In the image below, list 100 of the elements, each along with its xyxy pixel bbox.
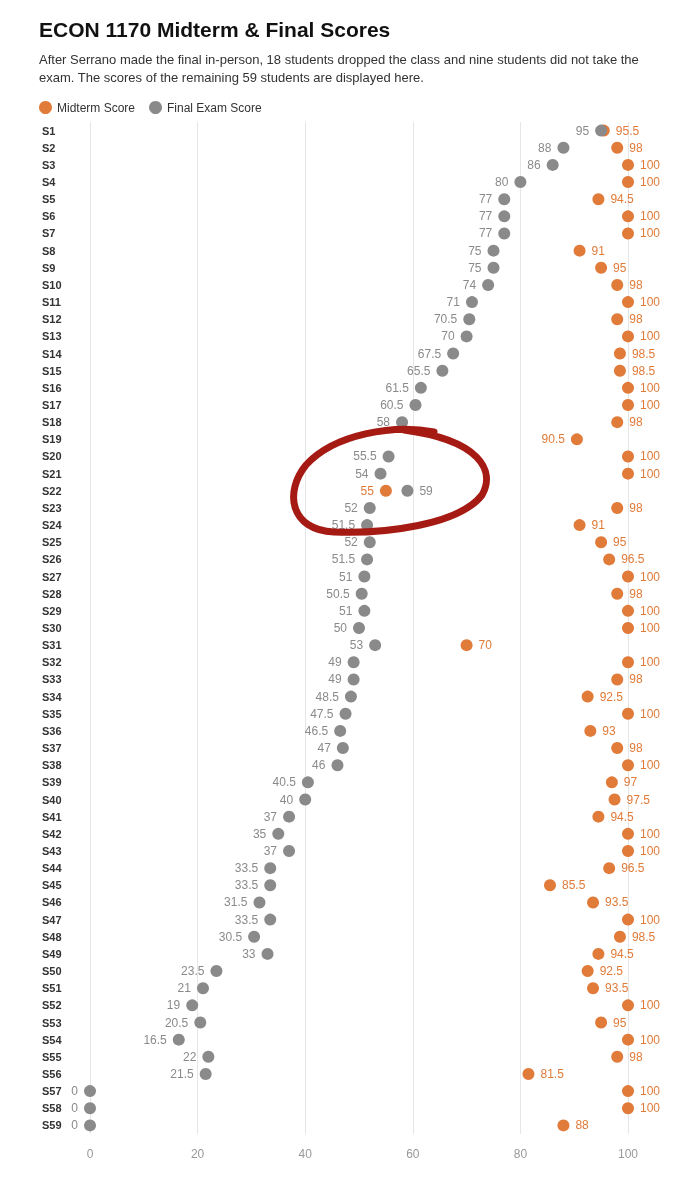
point (414, 381, 427, 394)
point (622, 1102, 634, 1115)
data-label: 100 (640, 1084, 661, 1099)
data-label: 98 (629, 741, 643, 756)
data-label: 70 (441, 329, 455, 344)
y-tick-label: S24 (42, 519, 63, 532)
chart-title: ECON 1170 Midterm & Final Scores (39, 18, 391, 41)
y-tick-label: S12 (42, 313, 62, 326)
point (603, 862, 616, 875)
point (409, 399, 422, 412)
y-tick-label: S35 (42, 707, 62, 720)
data-label: 95 (613, 260, 627, 275)
y-tick-label: S22 (42, 484, 62, 497)
point (84, 1119, 96, 1132)
point (622, 827, 634, 840)
point (573, 244, 586, 257)
y-tick-label: S5 (42, 193, 56, 206)
point (622, 844, 634, 857)
data-label: 71 (446, 295, 461, 310)
data-label: 90.5 (541, 432, 566, 447)
y-tick-label: S13 (42, 330, 62, 343)
y-tick-label: S34 (42, 690, 63, 703)
data-label: 100 (640, 912, 661, 927)
data-label: 80 (495, 175, 509, 190)
point (487, 261, 500, 274)
data-label: 47 (317, 741, 332, 756)
y-tick-label: S54 (42, 1033, 63, 1046)
point (253, 896, 266, 909)
data-label: 100 (640, 706, 661, 721)
point (331, 759, 344, 772)
point (611, 501, 624, 514)
data-label: 23.5 (181, 964, 205, 979)
data-label: 0 (71, 1101, 79, 1116)
point (460, 330, 473, 343)
x-tick-label: 100 (617, 1147, 639, 1161)
point (587, 982, 600, 995)
data-label: 100 (640, 175, 661, 190)
y-tick-label: S7 (42, 227, 56, 240)
y-tick-label: S49 (42, 947, 62, 960)
data-label: 98.5 (631, 363, 656, 378)
point (436, 364, 449, 377)
point (264, 913, 277, 926)
point (248, 930, 261, 943)
y-tick-label: S4 (42, 176, 57, 189)
y-tick-label: S2 (42, 141, 56, 154)
point (622, 759, 634, 772)
point (347, 656, 360, 669)
data-label: 77 (478, 226, 493, 241)
data-label: 98 (629, 500, 643, 515)
data-label: 52 (344, 535, 359, 550)
data-label: 93 (602, 723, 617, 738)
data-label: 92.5 (599, 964, 624, 979)
point (382, 450, 395, 463)
point (584, 724, 597, 737)
point (264, 879, 277, 892)
data-label: 47.5 (310, 706, 334, 721)
data-label: 70 (478, 638, 493, 653)
y-tick-label: S10 (42, 278, 62, 291)
y-tick-label: S26 (42, 553, 62, 566)
data-label: 100 (640, 826, 661, 841)
point (622, 399, 634, 412)
point (595, 1016, 608, 1029)
data-label: 70.5 (433, 312, 458, 327)
point (581, 690, 594, 703)
point (595, 536, 608, 549)
data-label: 97 (623, 775, 638, 790)
y-tick-label: S50 (42, 965, 62, 978)
y-tick-label: S59 (42, 1119, 62, 1132)
chart-subtitle: After Serrano made the final in-person, 18 students dropped the class and nine students did not take the exam. The scores of the remaining 59 students are displayed here. (39, 51, 643, 85)
point (573, 519, 586, 532)
point (358, 570, 371, 583)
point (358, 604, 371, 617)
point (283, 810, 296, 823)
y-tick-label: S19 (42, 433, 62, 446)
data-label: 52 (344, 500, 359, 515)
point (374, 467, 387, 480)
data-label: 88 (538, 140, 552, 155)
point (622, 622, 634, 634)
point (611, 587, 624, 600)
data-label: 81.5 (540, 1066, 565, 1081)
data-label: 49 (328, 672, 342, 687)
x-tick-label: 40 (298, 1147, 313, 1161)
y-tick-label: S58 (42, 1102, 62, 1115)
point (544, 879, 556, 892)
y-tick-label: S51 (42, 982, 62, 995)
point (194, 1016, 207, 1029)
y-tick-label: S46 (42, 896, 62, 909)
point (608, 793, 621, 806)
data-label: 46 (312, 758, 326, 773)
data-label: 31.5 (224, 895, 248, 910)
data-label: 88 (575, 1118, 590, 1133)
y-tick-label: S18 (42, 416, 62, 429)
point (622, 604, 634, 617)
data-label: 100 (640, 843, 661, 858)
y-tick-label: S43 (42, 844, 62, 857)
data-label: 100 (640, 380, 661, 395)
data-label: 49 (328, 655, 342, 670)
y-tick-label: S41 (42, 810, 62, 823)
data-label: 100 (640, 758, 661, 773)
data-label: 40 (279, 792, 294, 807)
